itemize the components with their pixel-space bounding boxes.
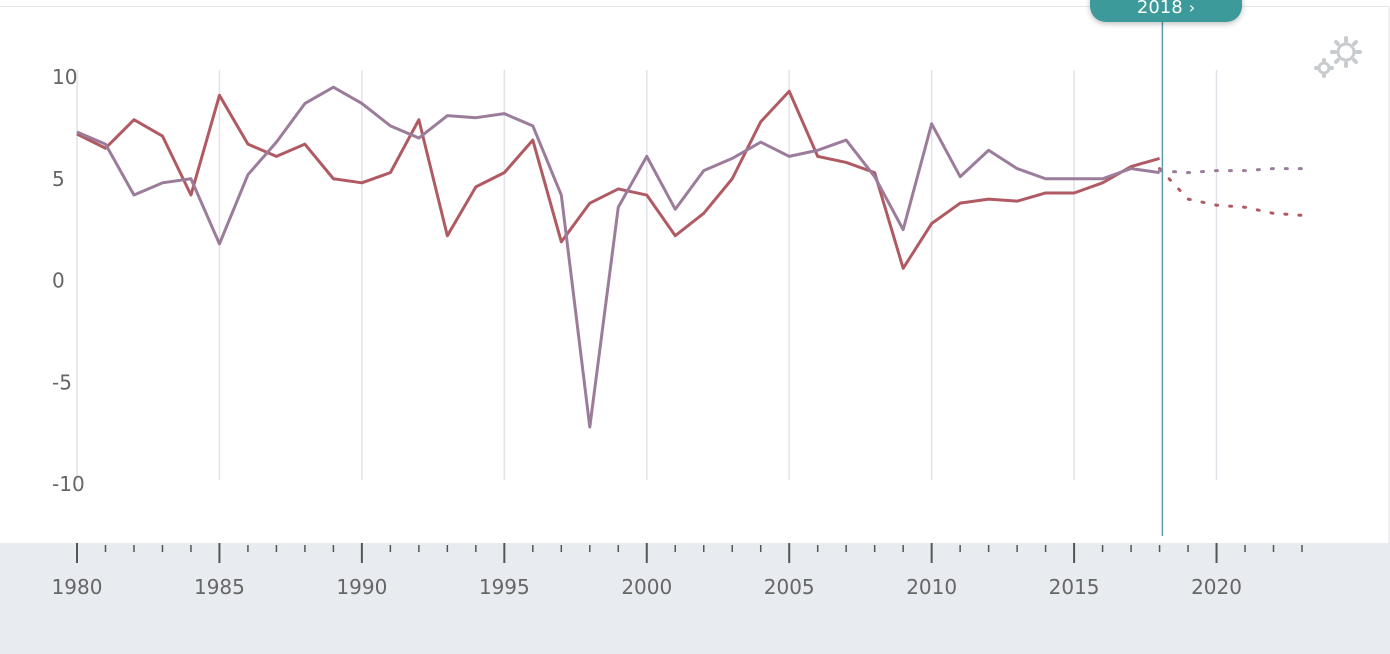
- timeline-year-label: 2015: [1049, 575, 1100, 599]
- series-line-2: [76, 85, 1160, 429]
- chart-right-border: [1388, 6, 1390, 543]
- timeline-year-label: 2005: [764, 575, 815, 599]
- timeline-year-label: 1990: [336, 575, 387, 599]
- y-tick-label: 5: [52, 167, 65, 191]
- series-line-1: [76, 89, 1160, 270]
- timeline-year-label: 1985: [194, 575, 245, 599]
- timeline-year-label: 1980: [52, 575, 103, 599]
- year-marker-handle[interactable]: 2018 ›: [1090, 0, 1242, 22]
- series-projection-1: [1158, 167, 1304, 217]
- y-tick-label: -10: [52, 472, 85, 496]
- series-projection-2: [1158, 167, 1304, 175]
- y-tick-label: 0: [52, 269, 65, 293]
- y-tick-label: -5: [52, 370, 72, 394]
- y-tick-label: 10: [52, 65, 77, 89]
- series-layer: [76, 85, 1304, 429]
- y-axis-ticks: 10 5 0 -5 -10: [52, 65, 85, 496]
- timeline-year-label: 2010: [906, 575, 957, 599]
- grid-layer: [76, 70, 1218, 480]
- year-marker-label: 2018: [1136, 0, 1183, 18]
- timeline-axis: 1980 1985 1990 1995 2000 2005 2010 2015 2020: [52, 543, 1303, 599]
- chart-top-border: [0, 6, 1390, 7]
- timeline-year-label: 1995: [479, 575, 530, 599]
- chevron-right-icon: ›: [1188, 0, 1196, 17]
- timeline-year-label: 2020: [1191, 575, 1242, 599]
- timeline-year-label: 2000: [621, 575, 672, 599]
- timeline-band[interactable]: [0, 543, 1390, 654]
- gear-icon[interactable]: [1312, 36, 1366, 82]
